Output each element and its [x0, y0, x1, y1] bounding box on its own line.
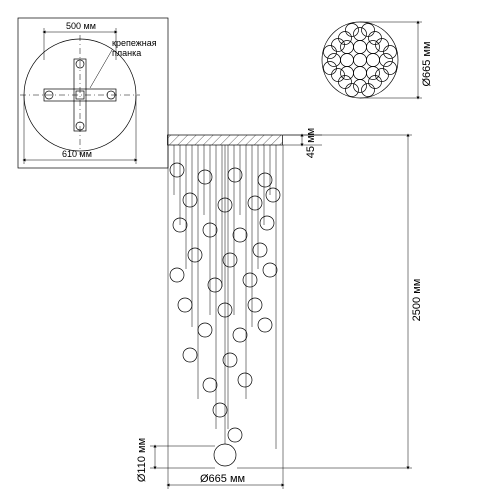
svg-text:2500 мм: 2500 мм	[411, 279, 423, 322]
top-view-cluster	[322, 22, 398, 98]
bracket-label-line1: крепежная	[112, 38, 157, 48]
inset-mounting-diagram: 500 мм крепежная планка 610 мм	[18, 18, 168, 168]
inset-top-dim: 500 мм	[66, 21, 96, 31]
svg-text:Ø665 мм: Ø665 мм	[421, 41, 433, 86]
svg-text:Ø665 мм: Ø665 мм	[200, 473, 245, 485]
svg-text:45 мм: 45 мм	[305, 128, 317, 158]
side-view-chandelier	[168, 135, 283, 466]
bracket-label-line2: планка	[112, 48, 141, 58]
topview-right-dim: Ø665 мм	[360, 22, 433, 98]
mount-height-dim: 45 мм	[283, 128, 322, 158]
total-height-dim: 2500 мм	[237, 135, 423, 468]
inset-bottom-dim: 610 мм	[62, 149, 92, 159]
svg-text:Ø110 мм: Ø110 мм	[136, 438, 148, 482]
